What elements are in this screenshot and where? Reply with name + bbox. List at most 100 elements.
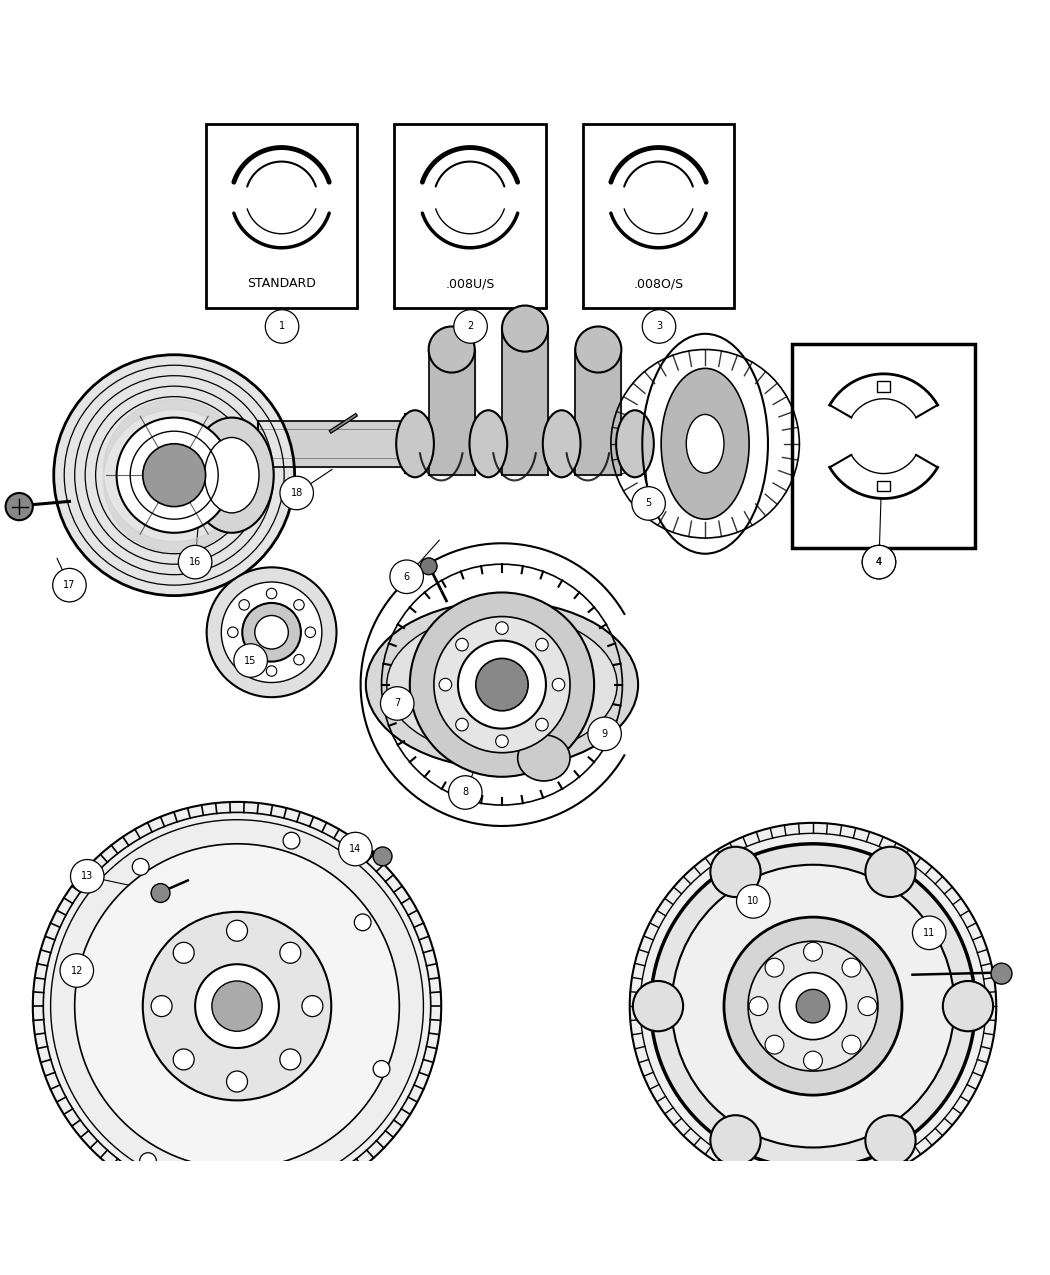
Text: STANDARD: STANDARD: [247, 277, 316, 291]
Ellipse shape: [207, 567, 336, 697]
Ellipse shape: [428, 326, 475, 372]
Ellipse shape: [439, 678, 452, 691]
Ellipse shape: [496, 734, 508, 747]
Ellipse shape: [420, 558, 437, 575]
Text: .008U/S: .008U/S: [445, 277, 495, 291]
Ellipse shape: [672, 864, 954, 1148]
Ellipse shape: [227, 921, 248, 941]
Circle shape: [736, 885, 770, 918]
Ellipse shape: [228, 627, 238, 638]
Circle shape: [70, 859, 104, 892]
Ellipse shape: [365, 601, 638, 769]
Ellipse shape: [54, 354, 295, 595]
Ellipse shape: [630, 822, 996, 1190]
Text: 9: 9: [602, 729, 608, 738]
Ellipse shape: [865, 847, 916, 898]
Ellipse shape: [502, 306, 548, 352]
Ellipse shape: [682, 411, 720, 477]
Circle shape: [862, 546, 896, 579]
Ellipse shape: [434, 617, 570, 752]
Ellipse shape: [536, 639, 548, 652]
Ellipse shape: [779, 973, 846, 1039]
Circle shape: [632, 487, 666, 520]
Ellipse shape: [469, 411, 507, 477]
Circle shape: [454, 310, 487, 343]
Text: 6: 6: [403, 571, 410, 581]
Ellipse shape: [858, 997, 877, 1016]
Ellipse shape: [765, 1035, 784, 1054]
Text: 2: 2: [467, 321, 474, 332]
Ellipse shape: [373, 847, 392, 866]
Bar: [878, 481, 890, 491]
Text: 8: 8: [462, 788, 468, 797]
Text: .008O/S: .008O/S: [633, 277, 684, 291]
Ellipse shape: [173, 942, 194, 964]
Ellipse shape: [536, 718, 548, 731]
Ellipse shape: [842, 1035, 861, 1054]
Ellipse shape: [33, 802, 441, 1210]
Ellipse shape: [280, 942, 300, 964]
Circle shape: [390, 560, 423, 594]
Text: 3: 3: [656, 321, 663, 332]
Bar: [583, 125, 734, 307]
Ellipse shape: [222, 581, 322, 682]
Text: 15: 15: [245, 655, 257, 666]
Ellipse shape: [255, 616, 289, 649]
Ellipse shape: [687, 414, 723, 473]
Ellipse shape: [173, 1049, 194, 1070]
Circle shape: [338, 833, 372, 866]
Bar: [878, 381, 890, 391]
Ellipse shape: [280, 1049, 300, 1070]
Circle shape: [280, 477, 314, 510]
Ellipse shape: [75, 844, 399, 1168]
Text: 1: 1: [279, 321, 286, 332]
Ellipse shape: [496, 622, 508, 635]
Ellipse shape: [151, 996, 172, 1016]
Ellipse shape: [50, 820, 423, 1192]
Ellipse shape: [476, 658, 528, 710]
Circle shape: [52, 569, 86, 602]
Bar: [792, 344, 975, 548]
Ellipse shape: [267, 666, 277, 676]
Bar: [394, 125, 546, 307]
Ellipse shape: [5, 493, 33, 520]
Ellipse shape: [679, 382, 731, 505]
Polygon shape: [428, 349, 475, 476]
Ellipse shape: [633, 980, 684, 1031]
Text: 11: 11: [923, 928, 936, 938]
Text: 4: 4: [876, 557, 882, 567]
Circle shape: [380, 687, 414, 720]
Ellipse shape: [386, 613, 617, 756]
Ellipse shape: [294, 654, 304, 664]
Ellipse shape: [842, 959, 861, 977]
Text: 14: 14: [350, 844, 361, 854]
Ellipse shape: [803, 942, 822, 961]
Ellipse shape: [205, 437, 259, 513]
Ellipse shape: [543, 411, 581, 477]
Ellipse shape: [456, 718, 468, 731]
Text: 16: 16: [189, 557, 202, 567]
Circle shape: [588, 717, 622, 751]
Ellipse shape: [396, 411, 434, 477]
Ellipse shape: [943, 980, 993, 1031]
Ellipse shape: [723, 917, 902, 1095]
Text: 5: 5: [646, 499, 652, 509]
Text: 4: 4: [876, 557, 882, 567]
Circle shape: [643, 310, 676, 343]
Text: 7: 7: [394, 699, 400, 709]
Ellipse shape: [267, 588, 277, 599]
Circle shape: [862, 546, 896, 579]
Bar: [206, 125, 357, 307]
Text: 18: 18: [291, 488, 302, 499]
Ellipse shape: [711, 1116, 760, 1165]
Ellipse shape: [140, 1153, 156, 1169]
Ellipse shape: [239, 599, 250, 611]
Ellipse shape: [749, 997, 768, 1016]
Ellipse shape: [575, 326, 622, 372]
Ellipse shape: [796, 989, 830, 1023]
Circle shape: [234, 644, 268, 677]
Ellipse shape: [373, 1061, 390, 1077]
Polygon shape: [502, 329, 548, 476]
Ellipse shape: [651, 844, 975, 1168]
Ellipse shape: [616, 411, 654, 477]
